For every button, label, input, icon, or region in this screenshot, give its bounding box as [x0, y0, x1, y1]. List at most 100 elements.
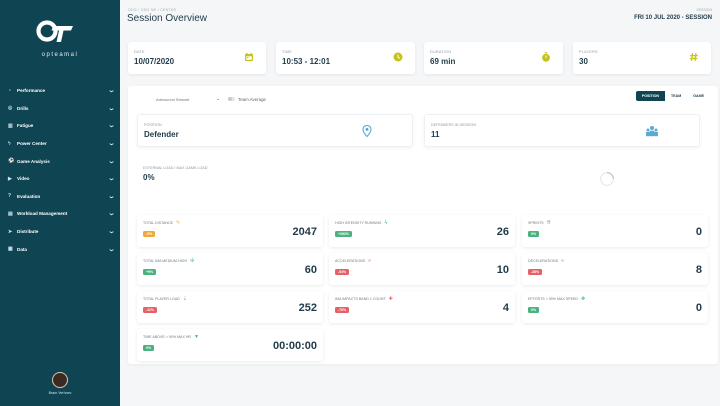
metric-card-time-above-90-max-hr[interactable]: TIME ABOVE > 90% MAX HR ▼ 0% 00:00:00 — [137, 329, 323, 361]
metric-card-decelerations[interactable]: DECELERATIONS « -38% 8 — [522, 253, 708, 285]
sidebar-item-label: Video — [17, 176, 30, 182]
metric-label-text: EFFORTS > 90% MAX SPEED — [528, 297, 578, 301]
sidebar-item-drills[interactable]: ◎ Drills ⌄ — [0, 100, 120, 118]
defenders-card: DEFENDERS IN SESSION 11 — [424, 114, 700, 147]
workload-icon: ▤ — [8, 210, 13, 217]
sidebar-item-label: Game Analysis — [17, 158, 50, 164]
metric-card-efforts-90-max-speed[interactable]: EFFORTS > 90% MAX SPEED ✥ 0% 0 — [522, 291, 708, 323]
user-name: Bram Verhoev — [48, 391, 72, 395]
sidebar-item-workload-management[interactable]: ▤ Workload Management ⌄ — [0, 205, 120, 223]
metric-label: HIGH INTENSITY RUNNING ϟ — [335, 220, 387, 226]
logo-text: opteamal — [41, 52, 79, 58]
defenders-label: DEFENDERS IN SESSION — [431, 123, 476, 127]
rewind-icon: « — [561, 258, 564, 264]
athlete-dropdown-value: Adewunmi Stewart — [156, 96, 190, 102]
tab-game[interactable]: GAME — [687, 91, 710, 101]
metric-value: 26 — [496, 226, 509, 238]
sidebar-item-distribute[interactable]: ➤ Distribute ⌄ — [0, 223, 120, 241]
metric-value: 00:00:00 — [272, 340, 317, 352]
metric-card-high-intensity-running[interactable]: HIGH INTENSITY RUNNING ϟ +263% 26 — [329, 215, 515, 247]
metric-card-total-player-load[interactable]: TOTAL PLAYER LOAD ⇣ -11% 252 — [137, 291, 323, 323]
sidebar-item-label: Evaluation — [17, 193, 41, 199]
metric-label-text: TIME ABOVE > 90% MAX HR — [143, 335, 192, 339]
sprint-icon: ⇈ — [546, 220, 551, 226]
players-label: PLAYERS — [579, 50, 598, 54]
metric-value: 10 — [496, 264, 509, 276]
sidebar-item-evaluation[interactable]: ? Evaluation ⌄ — [0, 188, 120, 206]
avatar[interactable] — [52, 372, 68, 388]
chevron-down-icon: ⌄ — [107, 176, 116, 183]
sidebar-item-data[interactable]: ▦ Data ⌄ — [0, 240, 120, 258]
players-value: 30 — [579, 57, 588, 66]
chart-icon: ◔ — [8, 87, 12, 94]
time-value: 10:53 - 12:01 — [282, 57, 331, 66]
database-icon: ▦ — [8, 246, 13, 253]
metric-change-badge: 0% — [528, 307, 540, 313]
metric-card-accelerations[interactable]: ACCELERATIONS» -54% 10 — [329, 253, 515, 285]
metric-change-badge: -54% — [335, 269, 350, 275]
team-average-toggle[interactable]: Team Average — [228, 94, 266, 104]
page-title: Session Overview — [127, 13, 208, 24]
metric-label-text: DECELERATIONS — [528, 259, 559, 263]
metric-value: 4 — [502, 302, 509, 314]
metric-label: TIME ABOVE > 90% MAX HR ▼ — [143, 334, 199, 340]
position-card: POSITION Defender — [137, 114, 413, 147]
chevron-down-icon: ⌄ — [216, 96, 220, 101]
sidebar-item-fatigue[interactable]: ▥ Fatigue ⌄ — [0, 117, 120, 135]
heart-rate-icon: ▼ — [194, 334, 199, 340]
toggle-switch[interactable] — [228, 97, 235, 101]
metric-value: 2047 — [292, 226, 317, 238]
tab-team[interactable]: TEAM — [665, 91, 688, 101]
athlete-dropdown[interactable]: Adewunmi Stewart ⌄ — [156, 94, 220, 104]
session-detail-panel: Adewunmi Stewart ⌄ Team Average POSITION… — [128, 86, 718, 364]
date-label: DATE — [134, 50, 145, 54]
user-profile[interactable]: Bram Verhoev — [0, 372, 120, 395]
load-icon: ⇣ — [182, 296, 188, 302]
metric-card-sprints[interactable]: SPRINTS ⇈ 0% 0 — [522, 215, 708, 247]
metric-label-text: TOTAL IMA MEDIUM-HIGH — [143, 259, 188, 263]
video-icon: ▶ — [8, 175, 12, 182]
sidebar: opteamal ◔ Performance ⌄ ◎ Drills ⌄ ▥ Fatigue ⌄ ϟ… — [0, 0, 120, 406]
metric-label: TOTAL IMA MEDIUM-HIGH ✣ — [143, 258, 194, 264]
duration-value: 69 min — [430, 57, 456, 66]
fatigue-icon: ▥ — [8, 122, 13, 129]
session-selector[interactable]: FRI 10 JUL 2020 - SESSION — [634, 15, 712, 21]
sidebar-item-game-analysis[interactable]: ⚽ Game Analysis ⌄ — [0, 152, 120, 170]
metric-card-total-distance[interactable]: TOTAL DISTANCE ✎ -9% 2047 — [137, 215, 323, 247]
opteamal-logo[interactable] — [36, 18, 76, 44]
metric-card-ima-impacts-band-1-count[interactable]: IMA IMPACTS BAND 1 COUNT ✚ -70% 4 — [329, 291, 515, 323]
sidebar-item-video[interactable]: ▶ Video ⌄ — [0, 170, 120, 188]
defenders-value: 11 — [431, 130, 440, 139]
tab-position[interactable]: POSITION — [635, 91, 666, 101]
metric-value: 252 — [298, 302, 317, 314]
metric-label-text: IMA IMPACTS BAND 1 COUNT — [335, 297, 386, 301]
metric-card-total-ima-medium-high[interactable]: TOTAL IMA MEDIUM-HIGH ✣ +9% 60 — [137, 253, 323, 285]
fast-forward-icon: » — [368, 258, 371, 264]
metric-change-badge: -38% — [528, 269, 543, 275]
metric-label: DECELERATIONS « — [528, 258, 564, 264]
impact-icon: ✚ — [388, 296, 393, 302]
breadcrumb[interactable]: ODG / ODG NE / CENTER — [128, 8, 177, 12]
calendar-icon — [245, 52, 253, 61]
metric-label: ACCELERATIONS» — [335, 258, 371, 264]
metric-label: TOTAL PLAYER LOAD ⇣ — [143, 296, 187, 302]
external-load-card: EXTERNAL LOAD / MAX GAME LOAD 0% — [137, 158, 700, 198]
question-icon: ? — [8, 193, 12, 200]
sidebar-item-performance[interactable]: ◔ Performance ⌄ — [0, 82, 120, 100]
metric-change-badge: -9% — [143, 231, 156, 237]
metric-label-text: ACCELERATIONS — [335, 259, 366, 263]
duration-label: DURATION — [430, 50, 452, 54]
sidebar-item-label: Distribute — [17, 229, 39, 235]
metric-change-badge: -11% — [143, 307, 157, 313]
players-card: PLAYERS 30 — [573, 42, 711, 74]
time-label: TIME — [282, 50, 293, 54]
football-icon: ⚽ — [8, 158, 15, 165]
sidebar-item-label: Workload Management — [17, 211, 68, 217]
sidebar-item-power-center[interactable]: ϟ Power Center ⌄ — [0, 135, 120, 153]
chevron-down-icon: ⌄ — [107, 229, 116, 236]
date-card: DATE 10/07/2020 — [128, 42, 266, 74]
chevron-down-icon: ⌄ — [107, 246, 116, 253]
team-average-label: Team Average — [238, 96, 266, 102]
send-icon: ➤ — [8, 228, 13, 235]
position-value: Defender — [144, 130, 179, 139]
